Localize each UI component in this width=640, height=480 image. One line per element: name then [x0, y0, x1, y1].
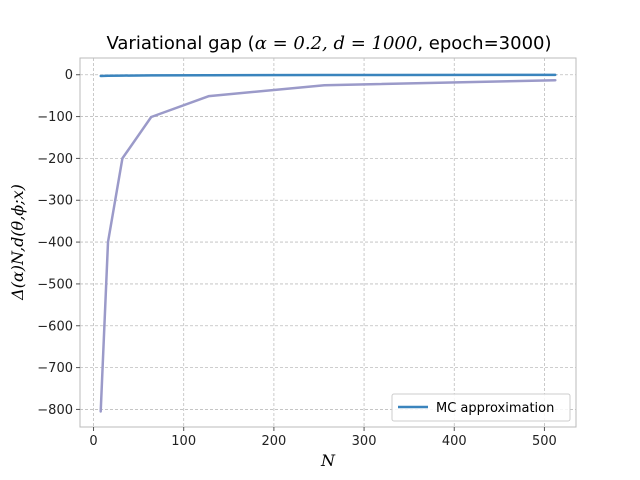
x-tick-label: 100: [171, 434, 196, 449]
y-tick-label: −100: [37, 110, 73, 125]
legend: MC approximation: [391, 393, 571, 422]
y-tick-label: −600: [37, 319, 73, 334]
y-tick-label: −700: [37, 361, 73, 376]
x-tick-label: 300: [352, 434, 377, 449]
plot-area: [79, 57, 577, 428]
y-tick-label: −400: [37, 236, 73, 251]
x-tick-label: 400: [442, 434, 467, 449]
series-line-mc: [99, 73, 557, 78]
y-tick-label: −800: [37, 403, 73, 418]
legend-label-mc: MC approximation: [436, 401, 554, 416]
series-group: [99, 73, 557, 413]
y-axis-label: Δ(α)N,d(θ,ϕ;x): [8, 184, 27, 301]
legend-box: [391, 393, 571, 422]
y-tick-label: 0: [65, 68, 73, 83]
x-axis: 0 100 200 300 400 500: [89, 427, 557, 449]
x-tick-label: 0: [89, 434, 97, 449]
x-axis-label: N: [320, 451, 336, 470]
y-tick-label: −200: [37, 152, 73, 167]
chart-title: Variational gap (α = 0.2, d = 1000, epoc…: [106, 33, 551, 54]
y-axis: 0 −100 −200 −300 −400 −500 −600 −700 −800: [37, 68, 80, 418]
y-tick-label: −500: [37, 277, 73, 292]
series-line-gap: [99, 78, 557, 413]
x-tick-label: 200: [261, 434, 286, 449]
x-tick-label: 500: [532, 434, 557, 449]
y-tick-label: −300: [37, 194, 73, 209]
